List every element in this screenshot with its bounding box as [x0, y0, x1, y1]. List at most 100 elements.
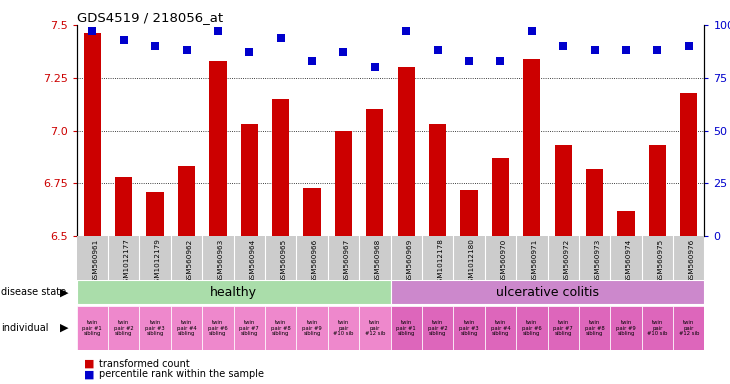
Bar: [234, 306, 265, 350]
Text: GSM1012177: GSM1012177: [124, 238, 130, 287]
Bar: [171, 306, 202, 350]
Bar: [77, 280, 391, 304]
Text: GSM560967: GSM560967: [344, 238, 350, 283]
Text: transformed count: transformed count: [99, 359, 189, 369]
Text: GSM560968: GSM560968: [375, 238, 381, 283]
Point: [369, 64, 381, 70]
Text: twin
pair #6
sibling: twin pair #6 sibling: [522, 320, 542, 336]
Bar: [296, 306, 328, 350]
Text: twin
pair #9
sibling: twin pair #9 sibling: [302, 320, 322, 336]
Bar: [139, 306, 171, 350]
Text: twin
pair #8
sibling: twin pair #8 sibling: [271, 320, 291, 336]
Bar: [555, 146, 572, 236]
Bar: [610, 306, 642, 350]
Point: [651, 47, 663, 53]
Text: twin
pair
#10 sib: twin pair #10 sib: [334, 320, 353, 336]
Point: [588, 47, 600, 53]
Text: GSM560962: GSM560962: [187, 238, 193, 283]
Bar: [202, 306, 234, 350]
Bar: [523, 59, 540, 236]
Bar: [548, 306, 579, 350]
Text: GSM1012179: GSM1012179: [155, 238, 161, 287]
Point: [683, 43, 695, 49]
Text: GSM560972: GSM560972: [564, 238, 569, 283]
Bar: [272, 99, 289, 236]
Bar: [77, 306, 108, 350]
Point: [558, 43, 569, 49]
Text: twin
pair #7
sibling: twin pair #7 sibling: [239, 320, 259, 336]
Bar: [673, 306, 704, 350]
Bar: [147, 192, 164, 236]
Text: disease state: disease state: [1, 287, 66, 297]
Text: GSM560974: GSM560974: [626, 238, 632, 283]
Bar: [391, 280, 704, 304]
Text: twin
pair #1
sibling: twin pair #1 sibling: [396, 320, 416, 336]
Text: GSM560966: GSM560966: [312, 238, 318, 283]
Point: [463, 58, 474, 64]
Text: twin
pair #2
sibling: twin pair #2 sibling: [428, 320, 447, 336]
Bar: [586, 169, 603, 236]
Point: [274, 35, 286, 41]
Point: [86, 28, 98, 35]
Bar: [398, 67, 415, 236]
Point: [181, 47, 193, 53]
Bar: [516, 306, 548, 350]
Bar: [108, 306, 139, 350]
Point: [307, 58, 318, 64]
Bar: [335, 131, 352, 236]
Bar: [366, 109, 383, 236]
Text: GSM560961: GSM560961: [92, 238, 99, 283]
Text: ▶: ▶: [60, 287, 69, 297]
Point: [432, 47, 444, 53]
Bar: [680, 93, 697, 236]
Text: GSM560963: GSM560963: [218, 238, 224, 283]
Text: GSM560964: GSM560964: [249, 238, 255, 283]
Bar: [579, 306, 610, 350]
Bar: [422, 306, 453, 350]
Text: individual: individual: [1, 323, 49, 333]
Text: GSM560976: GSM560976: [689, 238, 695, 283]
Text: twin
pair #7
sibling: twin pair #7 sibling: [553, 320, 573, 336]
Bar: [618, 211, 634, 236]
Text: GDS4519 / 218056_at: GDS4519 / 218056_at: [77, 11, 223, 24]
Bar: [453, 306, 485, 350]
Text: twin
pair #4
sibling: twin pair #4 sibling: [177, 320, 196, 336]
Bar: [391, 306, 422, 350]
Text: ulcerative colitis: ulcerative colitis: [496, 286, 599, 299]
Bar: [359, 306, 391, 350]
Text: GSM560965: GSM560965: [280, 238, 287, 283]
Point: [212, 28, 223, 35]
Text: twin
pair
#12 sib: twin pair #12 sib: [365, 320, 385, 336]
Text: twin
pair #1
sibling: twin pair #1 sibling: [82, 320, 102, 336]
Text: twin
pair #4
sibling: twin pair #4 sibling: [491, 320, 510, 336]
Text: GSM1012180: GSM1012180: [469, 238, 475, 287]
Text: GSM560970: GSM560970: [501, 238, 507, 283]
Point: [400, 28, 412, 35]
Point: [620, 47, 632, 53]
Text: twin
pair #6
sibling: twin pair #6 sibling: [208, 320, 228, 336]
Text: GSM560975: GSM560975: [657, 238, 664, 283]
Text: GSM560969: GSM560969: [406, 238, 412, 283]
Text: GSM1012178: GSM1012178: [438, 238, 444, 287]
Text: twin
pair
#12 sib: twin pair #12 sib: [679, 320, 699, 336]
Text: twin
pair #3
sibling: twin pair #3 sibling: [145, 320, 165, 336]
Bar: [429, 124, 446, 236]
Text: twin
pair #9
sibling: twin pair #9 sibling: [616, 320, 636, 336]
Text: ■: ■: [84, 359, 94, 369]
Bar: [485, 306, 516, 350]
Bar: [461, 190, 477, 236]
Point: [149, 43, 161, 49]
Bar: [649, 146, 666, 236]
Bar: [304, 188, 320, 236]
Bar: [328, 306, 359, 350]
Text: twin
pair #2
sibling: twin pair #2 sibling: [114, 320, 134, 336]
Text: GSM560971: GSM560971: [532, 238, 538, 283]
Text: healthy: healthy: [210, 286, 257, 299]
Bar: [210, 61, 226, 236]
Bar: [115, 177, 132, 236]
Point: [337, 50, 350, 56]
Text: twin
pair #3
sibling: twin pair #3 sibling: [459, 320, 479, 336]
Bar: [84, 33, 101, 236]
Bar: [492, 158, 509, 236]
Bar: [642, 306, 673, 350]
